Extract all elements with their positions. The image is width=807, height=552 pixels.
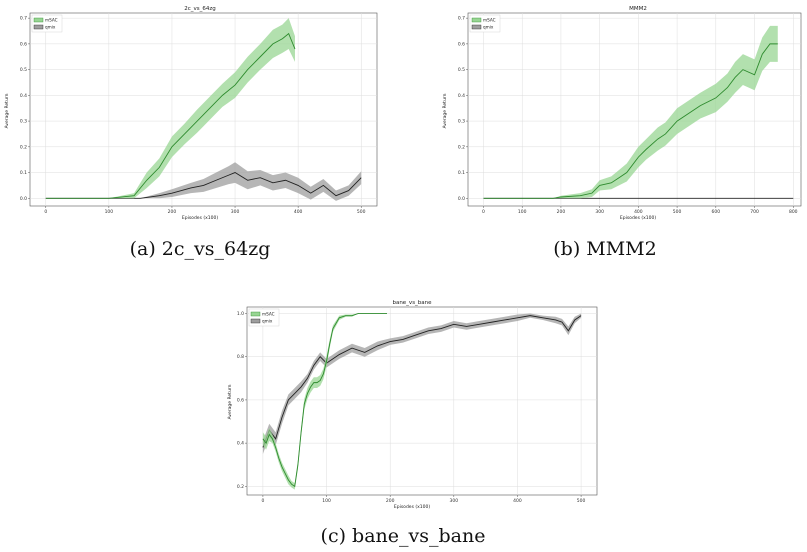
x-tick-label: 0 <box>44 209 47 215</box>
y-tick-label: 0.0 <box>20 196 27 202</box>
y-tick-label: 0.7 <box>458 16 465 22</box>
y-axis-label: Average Return <box>442 93 448 128</box>
legend: mSAC qmix <box>31 14 63 33</box>
legend-swatch-msac <box>250 311 261 317</box>
x-tick-label: 100 <box>322 498 331 504</box>
y-tick-label: 0.6 <box>458 41 465 47</box>
x-tick-label: 400 <box>634 209 643 215</box>
x-axis-label: Episodes (x100) <box>620 215 656 221</box>
chart-title: bane_vs_bane <box>392 300 432 306</box>
y-tick-label: 0.2 <box>458 144 465 150</box>
caption-a: (a) 2c_vs_64zg <box>130 238 271 260</box>
legend-swatch-qmix <box>250 318 261 324</box>
series-line-msac <box>483 43 778 199</box>
x-tick-label: 100 <box>518 209 527 215</box>
series-band-msac <box>483 25 778 199</box>
y-tick-label: 0.1 <box>458 170 465 176</box>
y-axis-label: Average Return <box>227 384 233 419</box>
series-band-qmix <box>45 162 362 201</box>
legend-label-msac: mSAC <box>45 18 58 23</box>
series-line-msac <box>262 313 387 488</box>
y-tick-label: 0.5 <box>20 67 27 73</box>
legend-label-msac: mSAC <box>262 312 275 317</box>
x-tick-label: 400 <box>294 209 303 215</box>
y-axis-label: Average Return <box>4 93 10 128</box>
x-tick-label: 300 <box>450 498 459 504</box>
chart-2c-vs-64zg: 2c_vs_64zg Episodes (x100) Average Retur… <box>4 6 378 221</box>
y-tick-label: 0.0 <box>458 196 465 202</box>
x-tick-label: 100 <box>105 209 114 215</box>
x-tick-label: 200 <box>557 209 566 215</box>
y-tick-label: 0.5 <box>458 67 465 73</box>
x-tick-label: 400 <box>513 498 522 504</box>
y-tick-label: 0.4 <box>20 93 27 99</box>
legend: mSAC qmix <box>469 14 501 33</box>
legend-label-qmix: qmix <box>483 25 494 30</box>
legend-swatch-msac <box>33 17 44 23</box>
x-tick-label: 200 <box>168 209 177 215</box>
series-line-qmix <box>262 315 582 448</box>
y-tick-label: 1.0 <box>237 311 244 317</box>
x-tick-label: 800 <box>789 209 798 215</box>
chart-title: MMM2 <box>629 6 647 12</box>
x-tick-label: 300 <box>595 209 604 215</box>
x-tick-label: 300 <box>231 209 240 215</box>
y-tick-label: 0.3 <box>20 119 27 125</box>
caption-b: (b) MMM2 <box>553 238 656 260</box>
y-tick-label: 0.1 <box>20 170 27 176</box>
legend-label-qmix: qmix <box>45 25 56 30</box>
x-tick-label: 600 <box>712 209 721 215</box>
legend-swatch-qmix <box>471 24 482 30</box>
series-band-msac <box>45 18 295 199</box>
x-tick-label: 0 <box>482 209 485 215</box>
chart-title: 2c_vs_64zg <box>184 6 216 12</box>
x-tick-label: 500 <box>357 209 366 215</box>
series-line-msac <box>45 32 296 199</box>
x-axis-label: Episodes (x100) <box>394 504 430 510</box>
y-tick-label: 0.6 <box>20 41 27 47</box>
series-line-qmix <box>45 172 362 199</box>
y-tick-label: 0.2 <box>237 484 244 490</box>
x-tick-label: 500 <box>577 498 586 504</box>
plot-area <box>467 12 802 207</box>
chart-mmm2: MMM2 Episodes (x100) Average Return 0 100… <box>442 6 802 221</box>
x-axis-label: Episodes (x100) <box>182 215 218 221</box>
legend-swatch-msac <box>471 17 482 23</box>
y-tick-label: 0.7 <box>20 16 27 22</box>
x-tick-label: 0 <box>261 498 264 504</box>
y-tick-label: 0.4 <box>237 441 244 447</box>
x-tick-label: 200 <box>386 498 395 504</box>
caption-c: (c) bane_vs_bane <box>321 525 486 547</box>
x-tick-label: 500 <box>673 209 682 215</box>
x-tick-label: 700 <box>750 209 759 215</box>
y-tick-label: 0.4 <box>458 93 465 99</box>
y-tick-label: 0.8 <box>237 354 244 360</box>
legend-label-msac: mSAC <box>483 18 496 23</box>
chart-bane-vs-bane: bane_vs_bane Episodes (x100) Average Ret… <box>227 300 598 510</box>
legend-label-qmix: qmix <box>262 319 273 324</box>
y-tick-label: 0.2 <box>20 144 27 150</box>
y-tick-label: 0.3 <box>458 119 465 125</box>
legend: mSAC qmix <box>248 308 280 327</box>
legend-swatch-qmix <box>33 24 44 30</box>
y-tick-label: 0.6 <box>237 397 244 403</box>
